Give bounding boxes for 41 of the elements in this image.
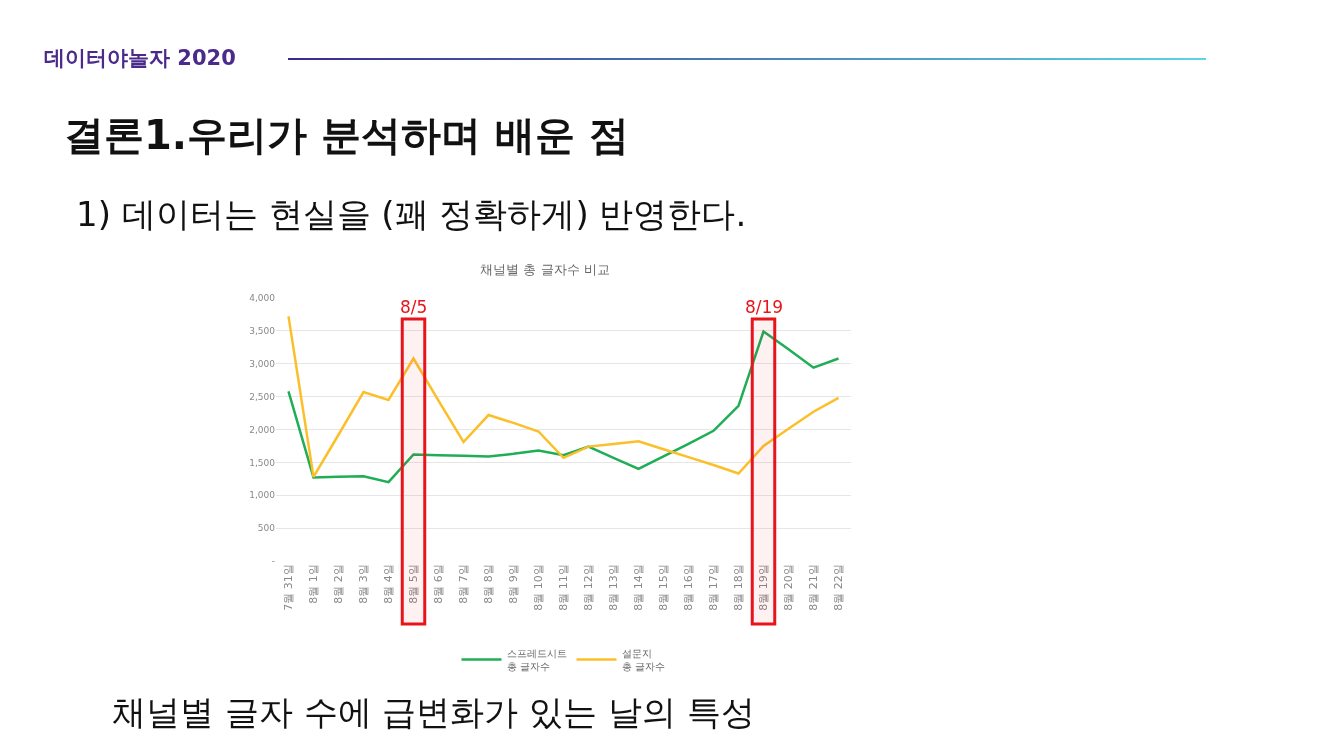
x-tick-label: 8월 19일: [757, 564, 771, 611]
text: 결론1.우리가 분석하며 배운 점: [64, 111, 629, 160]
band-label: 8/5: [400, 297, 428, 317]
y-tick-label: 1,500: [249, 457, 276, 468]
x-tick-label: 8월 21일: [807, 564, 821, 611]
x-tick-label: 8월 10일: [532, 564, 546, 611]
x-tick-label: 8월 14일: [632, 564, 646, 611]
y-tick-label: 2,000: [249, 424, 276, 435]
x-tick-label: 7월 31일: [282, 564, 296, 611]
y-tick-label: 1,000: [249, 490, 276, 501]
y-tick-label: 3,000: [249, 358, 276, 369]
x-tick-label: 8월 22일: [832, 564, 846, 611]
x-tick-label: 8월 16일: [682, 564, 696, 611]
x-tick-label: 8월 7일: [457, 564, 471, 604]
chart-title: 채널별 총 글자수 비교: [480, 261, 610, 277]
band-label: 8/19: [745, 297, 784, 317]
legend-label: 설문지 총 글자수: [621, 647, 665, 672]
x-tick-label: 8월 18일: [732, 564, 746, 611]
text: 채널별 글자 수에 급변화가 있는 날의 특성: [112, 691, 755, 734]
y-tick-label: -: [271, 556, 275, 567]
x-tick-label: 8월 3일: [357, 564, 371, 604]
x-tick-label: 8월 12일: [582, 564, 596, 611]
x-tick-label: 8월 8일: [482, 564, 496, 604]
legend-label: 스프레드시트 총 글자수: [506, 647, 567, 672]
x-tick-label: 8월 4일: [382, 564, 396, 604]
x-tick-label: 8월 17일: [707, 564, 721, 611]
x-tick-label: 8월 6일: [432, 564, 446, 604]
x-tick-label: 8월 15일: [657, 564, 671, 611]
x-tick-label: 8월 20일: [782, 564, 796, 611]
x-tick-label: 8월 2일: [332, 564, 346, 604]
y-tick-label: 4,000: [249, 293, 276, 304]
text: 1) 데이터는 현실을 (꽤 정확하게) 반영한다.: [76, 193, 747, 236]
x-tick-label: 8월 11일: [557, 564, 571, 611]
x-tick-label: 8월 1일: [307, 564, 321, 604]
x-tick-label: 8월 5일: [407, 564, 421, 604]
x-tick-label: 8월 9일: [507, 564, 521, 604]
y-tick-label: 500: [257, 523, 276, 534]
y-tick-label: 2,500: [249, 391, 276, 402]
text: 데이터야놀자 2020: [44, 45, 236, 72]
x-tick-label: 8월 13일: [607, 564, 621, 611]
y-tick-label: 3,500: [249, 326, 276, 337]
